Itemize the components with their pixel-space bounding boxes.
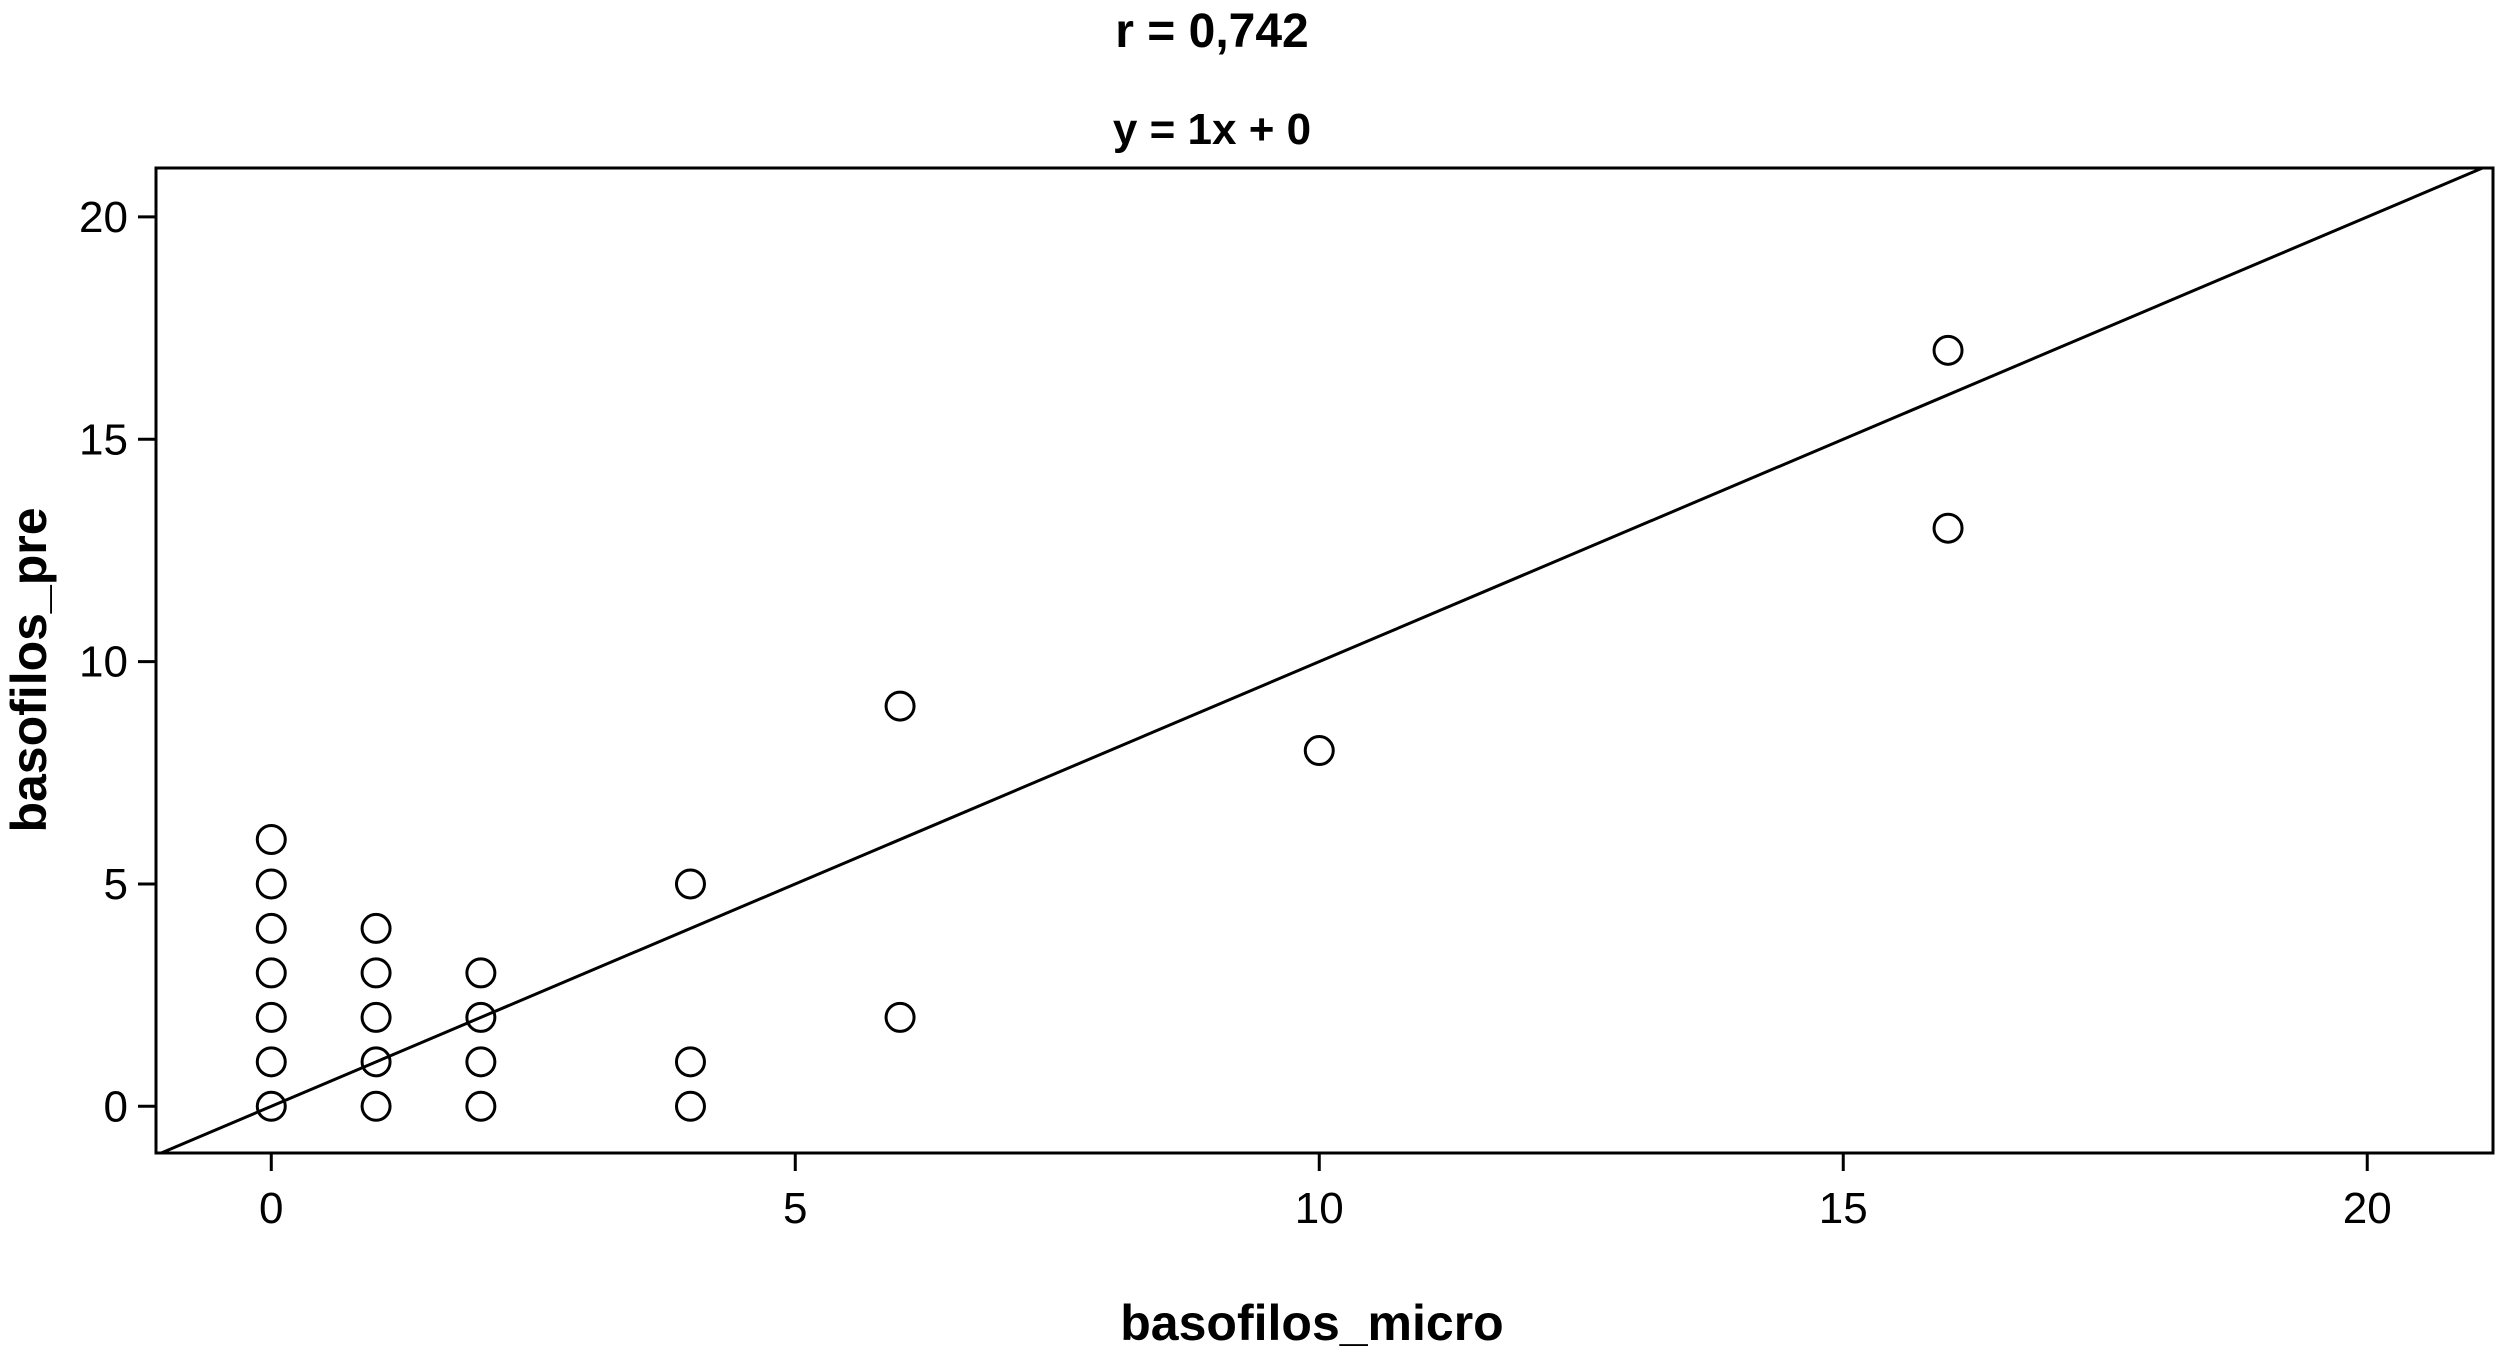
x-tick-label: 10: [1295, 1184, 1344, 1233]
fit-line: [160, 166, 2484, 1155]
data-point: [674, 1046, 706, 1078]
data-point: [674, 868, 706, 900]
data-point: [465, 957, 497, 989]
chart-subtitle: y = 1x + 0: [1113, 105, 1311, 154]
x-tick-label: 20: [2343, 1184, 2392, 1233]
data-point: [1303, 735, 1335, 767]
chart-title: r = 0,742: [1115, 5, 1309, 58]
y-tick-label: 0: [104, 1082, 128, 1131]
y-tick-label: 5: [104, 860, 128, 909]
data-point: [1932, 334, 1964, 366]
data-point: [884, 1001, 916, 1033]
data-point: [465, 1090, 497, 1122]
data-point: [360, 912, 392, 944]
data-point: [884, 690, 916, 722]
y-tick-label: 20: [79, 193, 128, 242]
x-axis-label: basofilos_micro: [1120, 1295, 1503, 1351]
plot-area: 0 5 10 15 20 0 5 10 15 20: [79, 166, 2495, 1233]
data-point: [1932, 512, 1964, 544]
data-point: [360, 1001, 392, 1033]
data-point: [465, 1001, 497, 1033]
y-tick-label: 10: [79, 638, 128, 687]
data-point: [674, 1090, 706, 1122]
data-point: [255, 957, 287, 989]
data-point: [255, 823, 287, 855]
data-point: [360, 1090, 392, 1122]
data-point: [255, 1090, 287, 1122]
data-point: [465, 1046, 497, 1078]
data-point: [360, 1046, 392, 1078]
data-point: [255, 1046, 287, 1078]
y-tick-label: 15: [79, 415, 128, 464]
x-tick-label: 5: [783, 1184, 807, 1233]
data-point: [255, 868, 287, 900]
x-tick-label: 0: [259, 1184, 283, 1233]
x-tick-label: 15: [1819, 1184, 1868, 1233]
y-axis-label: basofilos_pre: [1, 507, 57, 832]
data-point: [255, 912, 287, 944]
data-point: [360, 957, 392, 989]
data-point: [255, 1001, 287, 1033]
